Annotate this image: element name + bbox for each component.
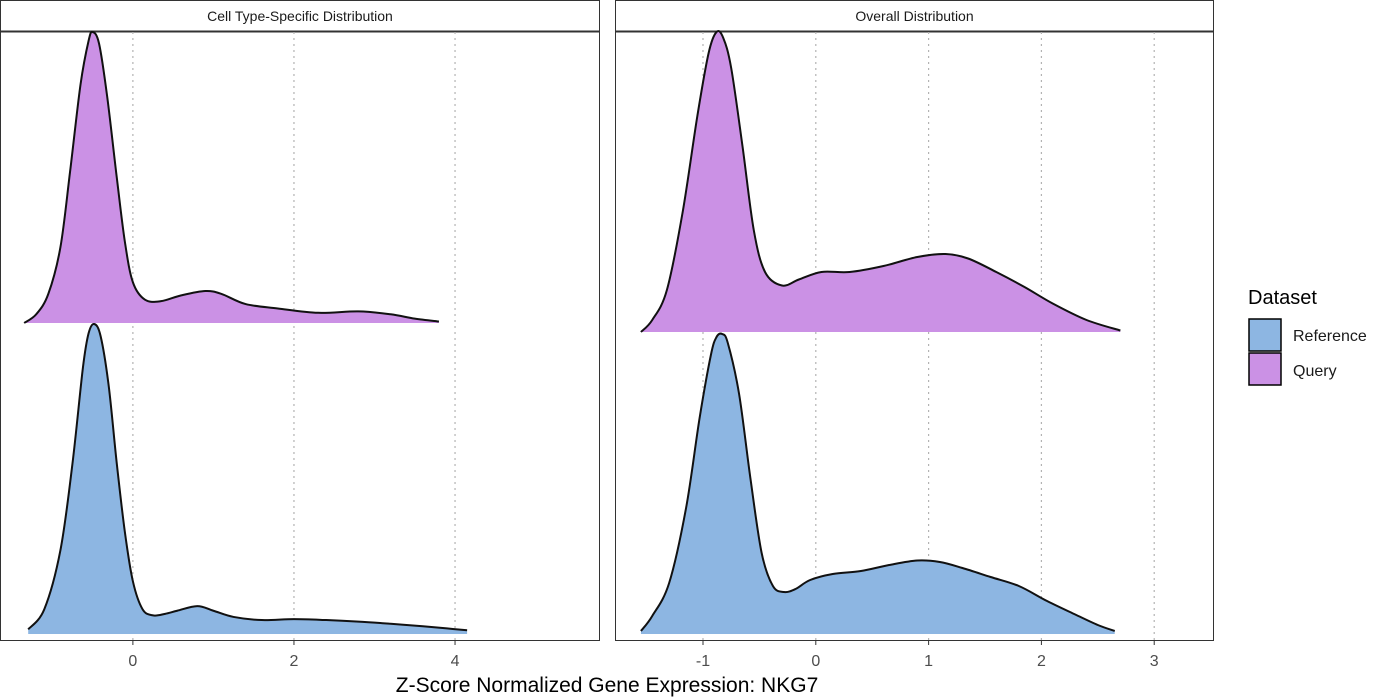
x-tick-label: 2	[290, 653, 299, 670]
x-axis: -1 0 1 2 3	[696, 640, 1159, 670]
x-tick-label: -1	[696, 653, 710, 670]
density-ridges	[640, 30, 1121, 634]
panel-cell-type-specific: Cell Type-Specific Distribution 0 2 4	[0, 0, 600, 670]
strip-label: Cell Type-Specific Distribution	[207, 8, 393, 24]
x-tick-label: 0	[128, 653, 137, 670]
x-tick-label: 0	[811, 653, 820, 670]
x-tick-label: 1	[924, 653, 933, 670]
x-axis: 0 2 4	[128, 640, 460, 670]
strip-background	[0, 0, 600, 32]
density-area-reference	[640, 333, 1115, 634]
strip-label: Overall Distribution	[855, 8, 973, 24]
density-line-reference	[27, 322, 468, 632]
density-area-query	[640, 31, 1121, 333]
density-area-reference	[28, 323, 468, 634]
density-line-query	[640, 30, 1121, 333]
density-line-reference	[640, 332, 1116, 632]
density-ridges	[23, 30, 468, 634]
legend-swatch-reference	[1248, 318, 1282, 352]
legend-label-reference: Reference	[1293, 328, 1367, 345]
legend: Dataset Reference Query	[1248, 287, 1367, 386]
x-tick-label: 4	[451, 653, 460, 670]
legend-label-query: Query	[1293, 363, 1337, 380]
legend-title: Dataset	[1248, 287, 1317, 309]
density-line-query	[23, 30, 440, 324]
x-tick-label: 3	[1150, 653, 1159, 670]
legend-swatch-query	[1248, 352, 1282, 386]
panel-overall: Overall Distribution -1 0 1 2 3	[615, 0, 1214, 670]
x-tick-label: 2	[1037, 653, 1046, 670]
density-area-query	[24, 31, 439, 324]
x-axis-title: Z-Score Normalized Gene Expression: NKG7	[396, 674, 819, 697]
